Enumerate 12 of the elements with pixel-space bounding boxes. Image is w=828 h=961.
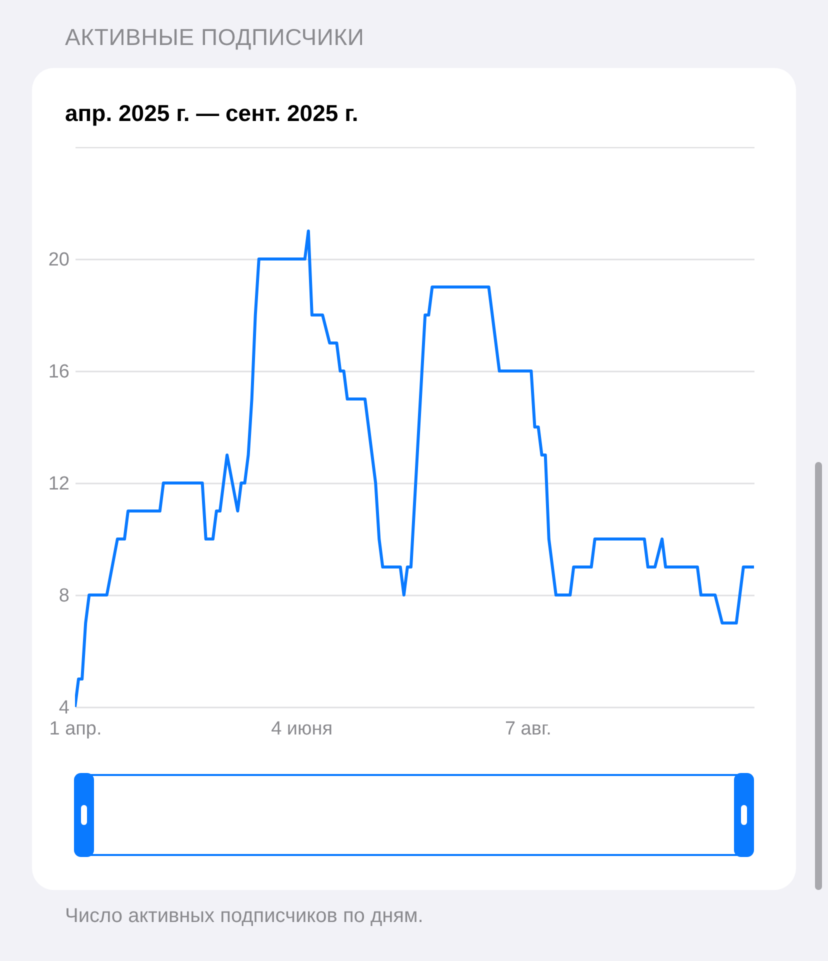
line-series: [75, 230, 754, 707]
x-tick-label: 7 авг.: [504, 718, 552, 740]
x-tick-label: 1 апр.: [49, 718, 102, 740]
text: Число активных подписчиков по дням.: [65, 905, 424, 928]
chart-title: АКТИВНЫЕ ПОДПИСЧИКИ: [65, 24, 364, 51]
chart-subtitle: апр. 2025 г. — сент. 2025 г.: [65, 100, 358, 127]
y-tick-label: 8: [58, 586, 70, 606]
y-tick-label: 4: [58, 698, 70, 718]
x-tick-label: 4 июня: [271, 718, 333, 740]
y-tick-label: 16: [48, 362, 70, 382]
y-tick-label: 12: [48, 474, 70, 494]
y-tick-label: 20: [48, 250, 70, 270]
